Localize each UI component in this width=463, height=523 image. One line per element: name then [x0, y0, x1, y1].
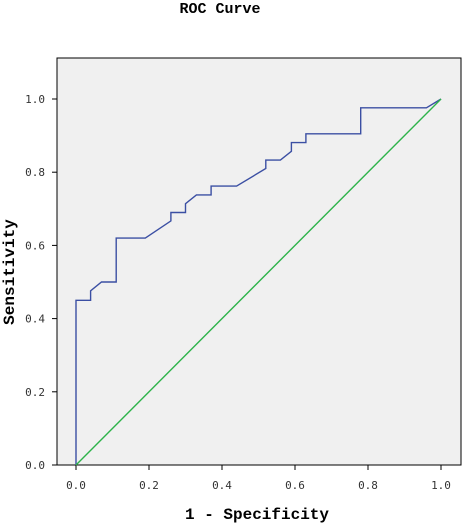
y-tick-label: 0.2 — [25, 386, 45, 399]
x-tick-label: 0.4 — [212, 479, 232, 492]
plot-area — [56, 57, 462, 466]
y-tick-label: 0.8 — [25, 166, 45, 179]
x-tick-label: 1.0 — [431, 479, 451, 492]
y-tick-label: 1.0 — [25, 93, 45, 106]
x-axis-label: 1 - Specificity — [185, 506, 329, 523]
x-tick-label: 0.8 — [358, 479, 378, 492]
x-tick-label: 0.2 — [139, 479, 159, 492]
reference-diagonal-line — [75, 98, 442, 466]
series-layer — [75, 98, 442, 466]
chart-title: ROC Curve — [179, 1, 260, 18]
x-tick-label: 0.6 — [285, 479, 305, 492]
y-tick-label: 0.6 — [25, 239, 45, 252]
roc-curve-line — [75, 98, 442, 465]
y-axis-label: Sensitivity — [1, 219, 19, 325]
x-tick-label: 0.0 — [66, 479, 86, 492]
axis-ticks: 0.0 0.2 0.4 0.6 0.8 1.0 0.0 0.2 0.4 0.6 0.8 1.0 — [25, 93, 451, 492]
y-tick-label: 0.4 — [25, 313, 45, 326]
y-tick-label: 0.0 — [25, 459, 45, 472]
